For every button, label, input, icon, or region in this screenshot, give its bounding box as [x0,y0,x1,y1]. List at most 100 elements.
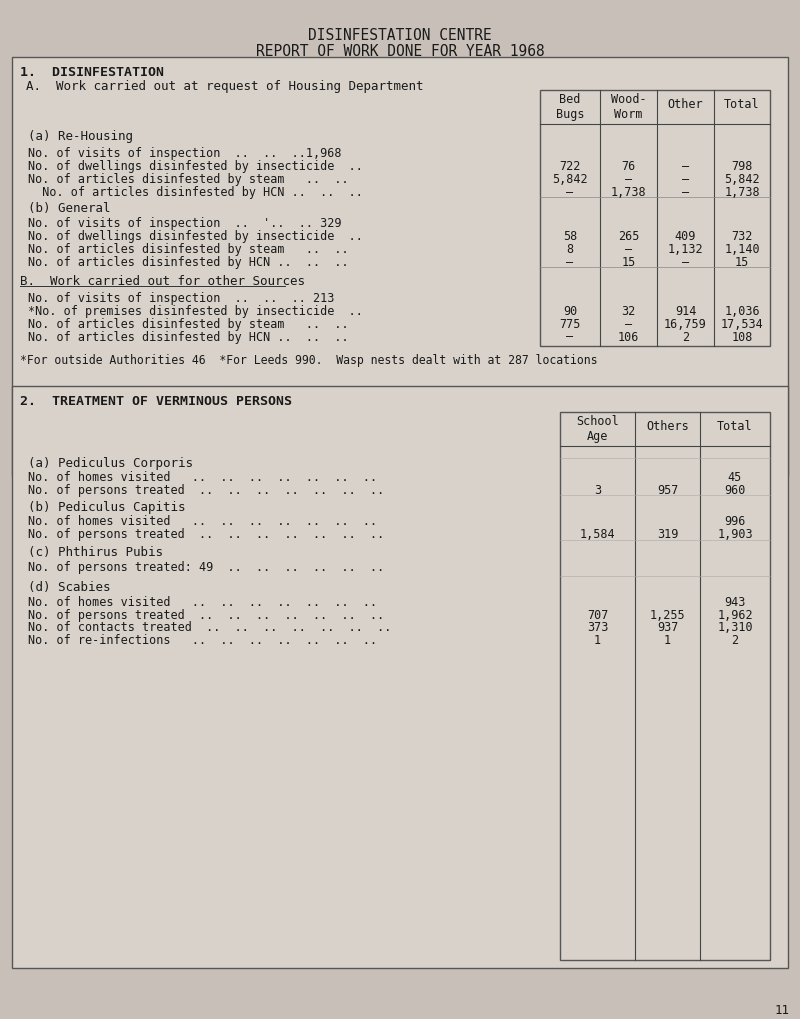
Text: Bed
Bugs: Bed Bugs [556,93,584,120]
Text: No. of homes visited   ..  ..  ..  ..  ..  ..  ..: No. of homes visited .. .. .. .. .. .. .… [28,595,377,608]
Text: 2: 2 [682,330,689,343]
Text: Others: Others [646,420,689,433]
Text: 1,738: 1,738 [610,185,646,199]
Text: 914: 914 [675,305,696,317]
Text: 1,255: 1,255 [650,608,686,622]
Text: Other: Other [668,98,703,111]
Text: 265: 265 [618,229,639,243]
Text: 1.  DISINFESTATION: 1. DISINFESTATION [20,66,164,78]
Text: –: – [625,172,632,185]
Text: 5,842: 5,842 [552,172,588,185]
Text: 957: 957 [657,484,678,497]
Text: –: – [682,160,689,172]
Text: 32: 32 [622,305,636,317]
Text: 1,310: 1,310 [717,621,753,634]
Text: –: – [566,330,574,343]
Text: 798: 798 [731,160,753,172]
Text: 943: 943 [724,595,746,608]
Text: (a) Pediculus Corporis: (a) Pediculus Corporis [28,457,193,470]
Text: No. of articles disinfested by HCN ..  ..  ..: No. of articles disinfested by HCN .. ..… [28,256,349,268]
Text: *No. of premises disinfested by insecticide  ..: *No. of premises disinfested by insectic… [28,305,363,317]
Text: A.  Work carried out at request of Housing Department: A. Work carried out at request of Housin… [26,79,423,93]
Text: Wood-
Worm: Wood- Worm [610,93,646,120]
Text: 1,584: 1,584 [580,528,615,541]
Text: School
Age: School Age [576,415,619,443]
Text: 1: 1 [594,634,601,646]
Text: 90: 90 [563,305,577,317]
Text: No. of articles disinfested by HCN ..  ..  ..: No. of articles disinfested by HCN .. ..… [28,330,349,343]
Text: –: – [625,317,632,330]
Text: 937: 937 [657,621,678,634]
Text: 996: 996 [724,515,746,528]
Text: No. of persons treated  ..  ..  ..  ..  ..  ..  ..: No. of persons treated .. .. .. .. .. ..… [28,484,384,497]
Text: 16,759: 16,759 [664,317,707,330]
Text: No. of articles disinfested by steam   ..  ..: No. of articles disinfested by steam .. … [28,172,349,185]
Text: 1,036: 1,036 [724,305,760,317]
Text: 15: 15 [622,256,636,268]
Text: (b) General: (b) General [28,202,110,215]
Text: 775: 775 [559,317,581,330]
Text: No. of dwellings disinfested by insecticide  ..: No. of dwellings disinfested by insectic… [28,229,363,243]
Bar [12,58,788,477]
Text: (c) Phthirus Pubis: (c) Phthirus Pubis [28,546,163,558]
Text: 45: 45 [728,471,742,484]
Text: No. of articles disinfested by HCN ..  ..  ..: No. of articles disinfested by HCN .. ..… [28,185,363,199]
Text: B.  Work carried out for other Sources: B. Work carried out for other Sources [20,274,305,287]
Text: 707: 707 [587,608,608,622]
Text: 1,140: 1,140 [724,243,760,256]
Text: 5,842: 5,842 [724,172,760,185]
Text: No. of persons treated  ..  ..  ..  ..  ..  ..  ..: No. of persons treated .. .. .. .. .. ..… [28,528,384,541]
Text: No. of visits of inspection  ..  ..  .. 213: No. of visits of inspection .. .. .. 213 [28,291,334,305]
Text: No. of re-infections   ..  ..  ..  ..  ..  ..  ..: No. of re-infections .. .. .. .. .. .. .… [28,634,377,646]
Text: 1,903: 1,903 [717,528,753,541]
Text: No. of dwellings disinfested by insecticide  ..: No. of dwellings disinfested by insectic… [28,160,363,172]
Text: No. of articles disinfested by steam   ..  ..: No. of articles disinfested by steam .. … [28,243,349,256]
Text: 1,132: 1,132 [668,243,703,256]
Text: No. of persons treated: 49  ..  ..  ..  ..  ..  ..: No. of persons treated: 49 .. .. .. .. .… [28,560,384,574]
Text: No. of articles disinfested by steam   ..  ..: No. of articles disinfested by steam .. … [28,317,349,330]
Text: 11: 11 [775,1003,790,1016]
Text: 373: 373 [587,621,608,634]
Text: (a) Re-Housing: (a) Re-Housing [28,129,133,143]
Text: –: – [682,185,689,199]
Text: No. of persons treated  ..  ..  ..  ..  ..  ..  ..: No. of persons treated .. .. .. .. .. ..… [28,608,384,622]
Text: 960: 960 [724,484,746,497]
Text: *For outside Authorities 46  *For Leeds 990.  Wasp nests dealt with at 287 locat: *For outside Authorities 46 *For Leeds 9… [20,355,598,367]
Text: 2: 2 [731,634,738,646]
Text: 722: 722 [559,160,581,172]
Text: 1,738: 1,738 [724,185,760,199]
Text: No. of homes visited   ..  ..  ..  ..  ..  ..  ..: No. of homes visited .. .. .. .. .. .. .… [28,471,377,484]
Text: 58: 58 [563,229,577,243]
Text: No. of visits of inspection  ..  ..  ..1,968: No. of visits of inspection .. .. ..1,96… [28,147,342,160]
Text: –: – [625,243,632,256]
Text: 732: 732 [731,229,753,243]
Bar [12,387,788,968]
Text: (d) Scabies: (d) Scabies [28,581,110,594]
Text: No. of visits of inspection  ..  '..  .. 329: No. of visits of inspection .. '.. .. 32… [28,216,342,229]
Text: No. of contacts treated  ..  ..  ..  ..  ..  ..  ..: No. of contacts treated .. .. .. .. .. .… [28,621,391,634]
Text: 1: 1 [664,634,671,646]
Text: –: – [566,185,574,199]
Text: 1,962: 1,962 [717,608,753,622]
Text: 106: 106 [618,330,639,343]
Text: 3: 3 [594,484,601,497]
Text: Total: Total [724,98,760,111]
Text: 319: 319 [657,528,678,541]
Text: No. of homes visited   ..  ..  ..  ..  ..  ..  ..: No. of homes visited .. .. .. .. .. .. .… [28,515,377,528]
Text: 8: 8 [566,243,574,256]
Bar [540,91,770,346]
Text: REPORT OF WORK DONE FOR YEAR 1968: REPORT OF WORK DONE FOR YEAR 1968 [256,44,544,59]
Text: –: – [682,172,689,185]
Text: (b) Pediculus Capitis: (b) Pediculus Capitis [28,500,186,514]
Text: 76: 76 [622,160,636,172]
Text: 2.  TREATMENT OF VERMINOUS PERSONS: 2. TREATMENT OF VERMINOUS PERSONS [20,395,292,408]
Text: 17,534: 17,534 [721,317,763,330]
Text: DISINFESTATION CENTRE: DISINFESTATION CENTRE [308,28,492,43]
Text: –: – [566,256,574,268]
Text: Total: Total [717,420,753,433]
Text: 15: 15 [735,256,749,268]
Text: 108: 108 [731,330,753,343]
Bar [560,413,770,960]
Text: –: – [682,256,689,268]
Text: 409: 409 [675,229,696,243]
